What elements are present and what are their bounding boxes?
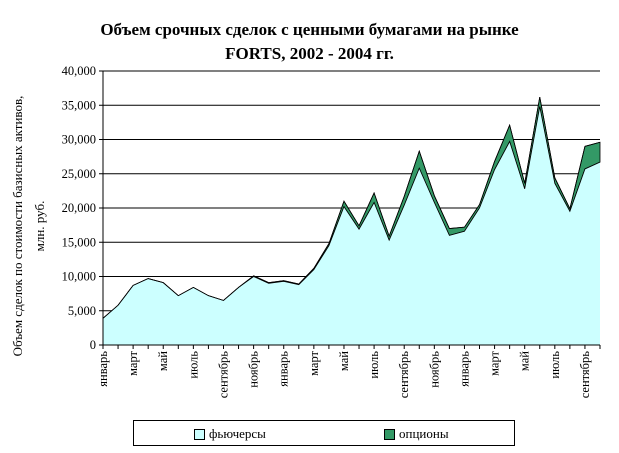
x-tick-label: июль xyxy=(367,351,381,379)
x-tick-label: ноябрь xyxy=(427,351,441,388)
x-tick-label: январь xyxy=(277,351,291,387)
y-tick-label: 40,000 xyxy=(62,64,96,78)
x-tick-label: сентябрь xyxy=(578,351,592,399)
legend-label-futures: фьючерсы xyxy=(209,426,266,441)
series-areas xyxy=(102,96,601,346)
x-tick-label: сентябрь xyxy=(216,351,230,399)
x-tick-label: июль xyxy=(548,351,562,379)
x-tick-label: сентябрь xyxy=(397,351,411,399)
x-tick-label: май xyxy=(518,351,532,371)
x-tick-label: март xyxy=(126,350,140,375)
y-tick-label: 15,000 xyxy=(62,235,96,249)
y-tick-labels: 0 5,000 10,000 15,000 20,000 25,000 30,000 35,0… xyxy=(62,64,96,352)
legend-item-options: опционы xyxy=(384,426,449,442)
x-tick-label: январь xyxy=(457,351,471,387)
chart-title: Объем срочных сделок с ценными бумагами … xyxy=(0,18,619,66)
series-line-total xyxy=(102,96,601,319)
legend-item-futures: фьючерсы xyxy=(194,426,266,442)
x-tick-label: январь xyxy=(96,351,110,387)
y-tick-label: 30,000 xyxy=(62,133,96,147)
y-axis-label-line: Объем сделок по стоимости базисных актив… xyxy=(10,96,25,357)
x-tick-label: май xyxy=(337,351,351,371)
y-axis-label-line: млн. руб. xyxy=(32,201,47,252)
x-tick-label: март xyxy=(307,350,321,375)
x-tick-label: июль xyxy=(186,351,200,379)
chart-title-line-2: FORTS, 2002 - 2004 гг. xyxy=(225,44,394,63)
chart-title-line-1: Объем срочных сделок с ценными бумагами … xyxy=(100,20,519,39)
y-tick-label: 5,000 xyxy=(68,304,96,318)
x-tick-labels: январь март май июль сентябрь ноябрь январь мар… xyxy=(96,350,592,398)
y-tick-label: 35,000 xyxy=(62,98,96,112)
legend-swatch-futures xyxy=(194,428,205,440)
legend-swatch-options xyxy=(384,428,395,440)
legend: фьючерсы опционы xyxy=(133,420,515,446)
x-tick-label: ноябрь xyxy=(247,351,261,388)
y-axis-label: Объем сделок по стоимости базисных актив… xyxy=(10,96,47,357)
y-tick-label: 25,000 xyxy=(62,167,96,181)
legend-label-options: опционы xyxy=(399,426,449,441)
axes xyxy=(102,71,601,349)
x-tick-label: май xyxy=(156,351,170,371)
y-tick-label: 20,000 xyxy=(62,201,96,215)
series-area-futures xyxy=(103,106,600,346)
x-tick-label: март xyxy=(488,350,502,375)
y-tick-label: 0 xyxy=(90,338,96,352)
y-tick-label: 10,000 xyxy=(62,270,96,284)
